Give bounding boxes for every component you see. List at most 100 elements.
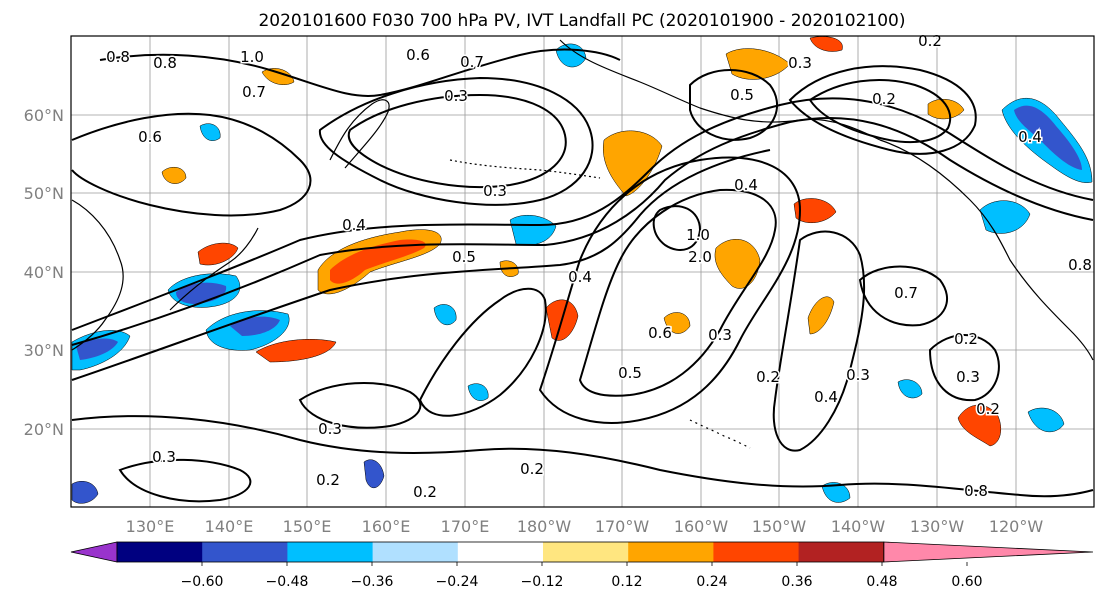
negative-anomaly-patch-south3 bbox=[71, 481, 99, 504]
contour-value-label: 0.3 bbox=[152, 448, 176, 466]
latitude-tick-label: 30°N bbox=[24, 341, 64, 360]
negative-anomaly-patch-south2 bbox=[821, 482, 851, 503]
positive-anomaly-patch-small1 bbox=[663, 312, 691, 334]
colorbar-tick-label: 0.48 bbox=[866, 574, 897, 590]
contour-value-label: 0.5 bbox=[452, 248, 476, 266]
longitude-tick-label: 130°E bbox=[126, 517, 175, 536]
contour-value-label: 0.2 bbox=[954, 330, 978, 348]
pv-contour-line bbox=[99, 48, 621, 97]
contour-label-group: 0.8 0.8 1.0 0.6 0.7 0.7 0.6 0.3 0.3 0.4 0.5 0.4 0.5 0… bbox=[105, 31, 1094, 503]
positive-anomaly-patch-east4 bbox=[807, 296, 835, 335]
latitude-tick-label: 40°N bbox=[24, 263, 64, 282]
pv-contour-line bbox=[71, 116, 1094, 346]
negative-anomaly-core-china bbox=[76, 338, 118, 360]
pv-contour-line bbox=[652, 205, 702, 251]
longitude-tick-label: 150°W bbox=[752, 517, 807, 536]
coastlines bbox=[71, 39, 1094, 449]
contour-value-label: 1.0 bbox=[240, 48, 264, 66]
positive-anomaly-patch-east3 bbox=[793, 198, 837, 224]
contour-value-label: 0.4 bbox=[814, 388, 838, 406]
colorbar-tick-label: 0.60 bbox=[951, 574, 982, 590]
contour-value-label: 0.3 bbox=[846, 366, 870, 384]
contour-value-label: 0.3 bbox=[708, 326, 732, 344]
contour-value-label: 0.7 bbox=[242, 83, 266, 101]
negative-anomaly-patch-small4 bbox=[433, 304, 457, 326]
colorbar-tick-label: −0.24 bbox=[436, 574, 479, 590]
pv-contour-line bbox=[689, 69, 779, 141]
negative-anomaly-patch-south1 bbox=[363, 459, 385, 488]
colorbar-tick-label: −0.60 bbox=[181, 574, 224, 590]
positive-anomaly-patch-east6 bbox=[927, 98, 965, 120]
contour-value-label: 0.7 bbox=[460, 53, 484, 71]
contour-value-label: 0.2 bbox=[872, 90, 896, 108]
contour-value-label: 0.5 bbox=[730, 86, 754, 104]
negative-anomaly-patch-small2 bbox=[467, 383, 489, 401]
colorbar-segment bbox=[202, 542, 288, 562]
positive-anomaly-patch-aleutian bbox=[602, 130, 663, 197]
latitude-tick-label: 60°N bbox=[24, 106, 64, 125]
contour-value-label: 0.7 bbox=[894, 284, 918, 302]
graticule bbox=[71, 36, 1094, 507]
contour-value-label: 0.2 bbox=[756, 368, 780, 386]
negative-anomaly-core-mid bbox=[230, 316, 280, 336]
positive-anomaly-patch-north1 bbox=[809, 36, 843, 52]
coastline-aleutians bbox=[449, 159, 601, 179]
figure-title: 2020101600 F030 700 hPa PV, IVT Landfall… bbox=[258, 11, 905, 31]
pv-contour-line bbox=[788, 65, 977, 155]
longitude-tick-label: 150°E bbox=[283, 517, 332, 536]
coastline-alaska bbox=[559, 39, 881, 141]
pv-contour-line bbox=[71, 415, 1094, 498]
contour-value-label: 0.3 bbox=[956, 368, 980, 386]
contour-value-label: 0.2 bbox=[316, 471, 340, 489]
negative-anomaly-patch-hawaii-east bbox=[1027, 407, 1065, 433]
pv-contour-line bbox=[318, 76, 594, 206]
coastline-asia bbox=[71, 199, 124, 351]
colorbar-tick-label: −0.36 bbox=[351, 574, 394, 590]
contour-value-label: 2.0 bbox=[688, 248, 712, 266]
longitude-tick-label: 170°E bbox=[441, 517, 490, 536]
contour-value-label: 0.8 bbox=[1068, 256, 1092, 274]
contour-value-label: 0.3 bbox=[483, 182, 507, 200]
coastline-north-america bbox=[879, 139, 1094, 361]
colorbar-segment bbox=[117, 542, 203, 562]
pv-contour-line bbox=[772, 230, 866, 452]
contour-value-label: 0.2 bbox=[413, 483, 437, 501]
colorbar-segment bbox=[798, 542, 885, 562]
colorbar-tick-label: 0.36 bbox=[781, 574, 812, 590]
colorbar bbox=[70, 541, 1094, 563]
contour-value-label: 0.2 bbox=[918, 32, 942, 50]
longitude-tick-label: 120°W bbox=[989, 517, 1044, 536]
longitude-tick-label: 160°W bbox=[674, 517, 729, 536]
pv-contour-line bbox=[118, 458, 252, 503]
pv-contour-line bbox=[71, 112, 312, 217]
longitude-tick-label: 140°W bbox=[831, 517, 886, 536]
negative-anomaly-patch-small3 bbox=[897, 379, 923, 399]
negative-anomaly-patch-coast bbox=[979, 200, 1031, 234]
positive-anomaly-core-kuroshio bbox=[330, 239, 426, 284]
colorbar-segment bbox=[287, 542, 374, 562]
negative-anomaly-patch-small1 bbox=[199, 123, 221, 141]
colorbar-tick-label: −0.48 bbox=[266, 574, 309, 590]
longitude-tick-label: 170°W bbox=[595, 517, 650, 536]
colorbar-segment bbox=[372, 542, 459, 562]
latitude-tick-label: 20°N bbox=[24, 420, 64, 439]
map-frame bbox=[70, 35, 1095, 508]
colorbar-extend-high bbox=[883, 541, 1094, 563]
contour-value-label: 0.2 bbox=[520, 460, 544, 478]
contour-value-label: 0.3 bbox=[444, 87, 468, 105]
pv-contour-line bbox=[858, 265, 949, 327]
contour-value-label: 0.3 bbox=[318, 420, 342, 438]
colorbar-frame bbox=[116, 541, 885, 563]
contour-value-label: 0.6 bbox=[138, 128, 162, 146]
pv-contour-line bbox=[808, 79, 952, 144]
contour-value-label: 1.0 bbox=[686, 226, 710, 244]
pv-contours bbox=[71, 48, 1094, 503]
latitude-tick-labels: 20°N 30°N 40°N 50°N 60°N bbox=[24, 106, 64, 439]
contour-value-label: 0.4 bbox=[342, 216, 366, 234]
pv-contour-line bbox=[347, 93, 567, 188]
contour-value-label: 0.5 bbox=[618, 364, 642, 382]
positive-anomaly-patch-small3 bbox=[261, 68, 295, 85]
pv-contour-line bbox=[928, 334, 1000, 402]
pv-contour-line bbox=[298, 382, 422, 429]
